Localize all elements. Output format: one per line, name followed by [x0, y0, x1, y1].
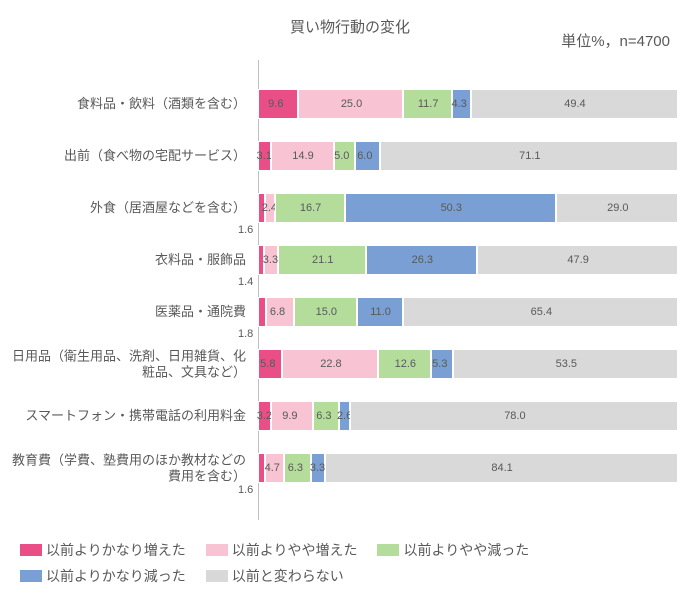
- bar-value-label: 71.1: [519, 141, 540, 171]
- chart-page: 買い物行動の変化 単位%，n=4700 食料品・飲料（酒類を含む）9.625.0…: [0, 0, 700, 608]
- category-label: 外食（居酒屋などを含む）: [0, 200, 250, 216]
- bar-value-label: 29.0: [607, 193, 628, 223]
- legend-swatch: [206, 570, 228, 582]
- bar-value-label: 16.7: [300, 193, 321, 223]
- bar-value-label: 9.9: [282, 401, 297, 431]
- chart-row: スマートフォン・携帯電話の利用料金3.29.96.32.678.0: [0, 390, 700, 442]
- bar-value-label: 1.6: [238, 483, 253, 497]
- legend-swatch: [206, 544, 228, 556]
- bar: 3.1 14.9 5.0 6.0 71.1: [258, 141, 678, 171]
- bar: 1.62.416.750.329.0: [258, 193, 678, 223]
- bar: 3.29.96.32.678.0: [258, 401, 678, 431]
- bar-value-label: 11.7: [418, 89, 439, 119]
- chart-row: 教育費（学費、塾費用のほか教材などの費用を含む）1.6 4.7 6.3 3.3 84.1: [0, 442, 700, 494]
- legend-item: 以前よりかなり減った: [20, 566, 186, 586]
- bar: 9.6 25.0 11.7 4.3 49.4: [258, 89, 678, 119]
- bar-value-label: 3.3: [263, 245, 278, 275]
- chart-legend: 以前よりかなり増えた 以前よりやや増えた 以前よりやや減った以前よりかなり減った 以前…: [20, 540, 680, 592]
- legend-swatch: [377, 544, 399, 556]
- bar-value-label: 49.4: [564, 89, 585, 119]
- bar-value-label: 15.0: [316, 297, 337, 327]
- category-label: 出前（食べ物の宅配サービス）: [0, 148, 250, 164]
- bar-segment: [258, 297, 266, 327]
- legend-label: 以前よりかなり減った: [46, 568, 186, 584]
- chart-unit-label: 単位%，n=4700: [561, 30, 670, 51]
- bar: 1.86.815.011.065.4: [258, 297, 678, 327]
- category-label: 日用品（衛生用品、洗剤、日用雑貨、化粧品、文具など）: [0, 348, 250, 379]
- legend-swatch: [20, 544, 42, 556]
- legend-label: 以前と変わらない: [232, 568, 344, 584]
- bar-value-label: 47.9: [567, 245, 588, 275]
- bar-value-label: 26.3: [412, 245, 433, 275]
- bar-value-label: 14.9: [292, 141, 313, 171]
- bar-value-label: 84.1: [491, 453, 512, 483]
- legend-label: 以前よりやや増えた: [232, 542, 358, 558]
- bar-value-label: 4.3: [451, 89, 466, 119]
- bar-value-label: 6.8: [270, 297, 285, 327]
- bar-value-label: 50.3: [441, 193, 462, 223]
- bar-value-label: 78.0: [504, 401, 525, 431]
- bar-value-label: 6.3: [316, 401, 331, 431]
- bar-value-label: 3.1: [257, 141, 272, 171]
- bar-value-label: 3.3: [310, 453, 325, 483]
- bar-value-label: 21.1: [312, 245, 333, 275]
- legend-item: 以前よりやや増えた: [206, 540, 358, 560]
- bar: 5.8 22.8 12.6 5.3 53.5: [258, 349, 678, 379]
- bar-value-label: 22.8: [320, 349, 341, 379]
- chart-row: 衣料品・服飾品1.43.321.126.347.9: [0, 234, 700, 286]
- bar-value-label: 5.0: [334, 141, 349, 171]
- bar-value-label: 4.7: [265, 453, 280, 483]
- category-label: 医薬品・通院費: [0, 304, 250, 320]
- bar-value-label: 53.5: [556, 349, 577, 379]
- legend-item: 以前よりやや減った: [377, 540, 529, 560]
- chart-row: 医薬品・通院費1.86.815.011.065.4: [0, 286, 700, 338]
- legend-item: 以前よりかなり増えた: [20, 540, 186, 560]
- category-label: 衣料品・服飾品: [0, 252, 250, 268]
- bar-value-label: 6.0: [357, 141, 372, 171]
- chart-plot-area: 食料品・飲料（酒類を含む） 9.6 25.0 11.7 4.3 49.4 出前（食べ物の宅配…: [0, 60, 700, 522]
- bar-value-label: 6.3: [288, 453, 303, 483]
- legend-label: 以前よりやや減った: [403, 542, 529, 558]
- bar-value-label: 12.6: [395, 349, 416, 379]
- chart-row: 出前（食べ物の宅配サービス） 3.1 14.9 5.0 6.0 71.1: [0, 130, 700, 182]
- chart-row: 外食（居酒屋などを含む）1.62.416.750.329.0: [0, 182, 700, 234]
- legend-item: 以前と変わらない: [206, 566, 344, 586]
- bar: 1.64.76.33.384.1: [258, 453, 678, 483]
- chart-row: 日用品（衛生用品、洗剤、日用雑貨、化粧品、文具など） 5.8 22.8 12.6 5.3…: [0, 338, 700, 390]
- bar-value-label: 5.3: [432, 349, 447, 379]
- legend-swatch: [20, 570, 42, 582]
- bar-value-label: 9.6: [268, 89, 283, 119]
- bar-value-label: 11.0: [370, 297, 391, 327]
- bar-value-label: 3.2: [257, 401, 272, 431]
- chart-row: 食料品・飲料（酒類を含む） 9.6 25.0 11.7 4.3 49.4: [0, 78, 700, 130]
- bar-value-label: 5.8: [260, 349, 275, 379]
- category-label: 食料品・飲料（酒類を含む）: [0, 96, 250, 112]
- legend-label: 以前よりかなり増えた: [46, 542, 186, 558]
- bar-value-label: 65.4: [531, 297, 552, 327]
- bar: 1.43.321.126.347.9: [258, 245, 678, 275]
- category-label: スマートフォン・携帯電話の利用料金: [0, 408, 250, 424]
- bar-value-label: 25.0: [341, 89, 362, 119]
- category-label: 教育費（学費、塾費用のほか教材などの費用を含む）: [0, 452, 250, 483]
